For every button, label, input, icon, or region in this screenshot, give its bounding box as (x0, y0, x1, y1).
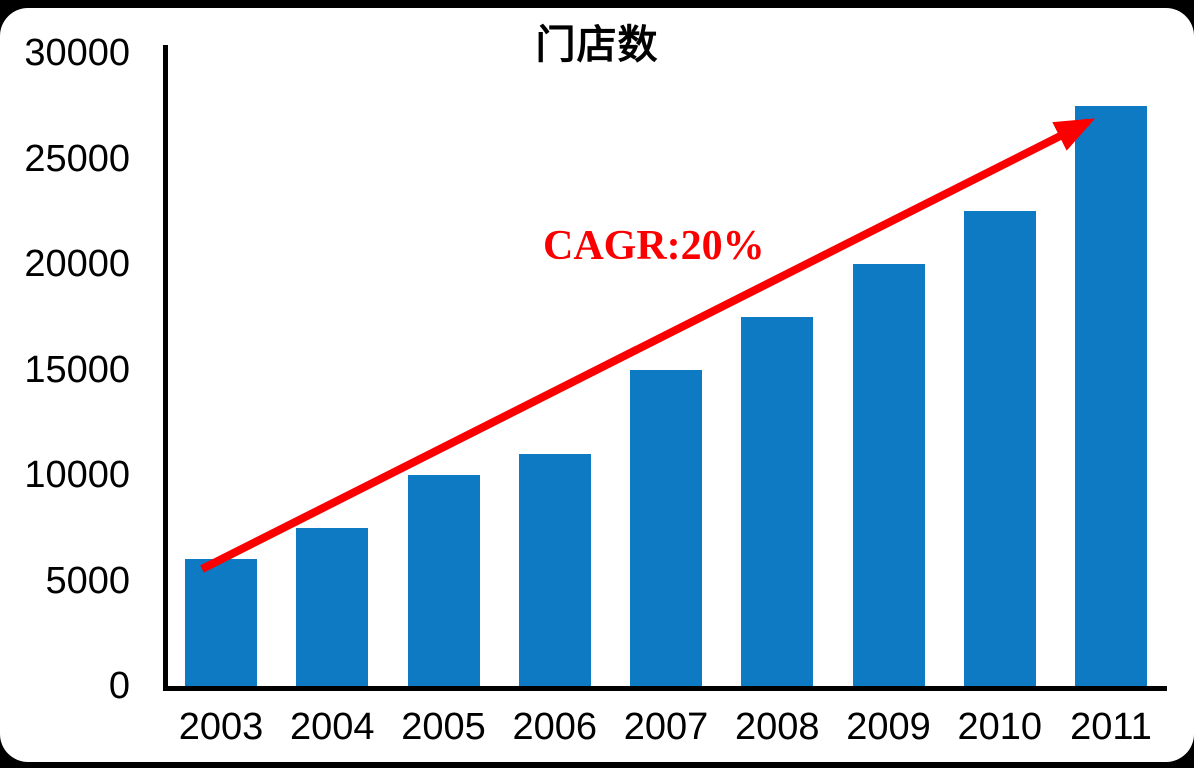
chart-title: 门店数 (535, 23, 659, 67)
bar-2008 (741, 316, 814, 686)
x-tick-label: 2007 (623, 706, 709, 748)
x-tick-label: 2004 (289, 706, 375, 748)
y-tick-label: 20000 (24, 243, 130, 285)
x-tick-label: 2008 (734, 706, 820, 748)
y-axis (163, 45, 168, 688)
chart-card: 门店数 0 5000 10000 15000 20000 25000 30000 2003 2… (0, 8, 1194, 762)
y-tick-label: 5000 (45, 559, 130, 602)
x-tick-label: 2010 (957, 706, 1043, 748)
x-tick-label: 2009 (846, 706, 931, 748)
x-axis (163, 686, 1167, 691)
x-tick-label: 2003 (178, 706, 264, 748)
y-tick-label: 15000 (24, 348, 130, 391)
x-tick-label: 2011 (1070, 706, 1152, 748)
bar-2011 (1075, 105, 1147, 686)
x-tick-label: 2005 (401, 706, 486, 748)
bar-2009 (852, 264, 925, 686)
cagr-annotation: CAGR:20% (543, 223, 765, 269)
bar-2010 (963, 211, 1036, 686)
y-tick-label: 25000 (24, 137, 130, 180)
bar-2006 (518, 453, 591, 686)
bar-2005 (407, 475, 480, 686)
y-tick-label: 10000 (24, 454, 130, 496)
bar-2007 (630, 369, 702, 686)
plot-area: 0 5000 10000 15000 20000 25000 30000 2003 2004 2… (0, 8, 1194, 762)
bar-2003 (185, 559, 257, 686)
y-tick-label: 30000 (24, 32, 130, 74)
bar-2004 (296, 527, 369, 686)
y-tick-label: 0 (108, 665, 130, 707)
x-tick-label: 2006 (512, 706, 598, 748)
